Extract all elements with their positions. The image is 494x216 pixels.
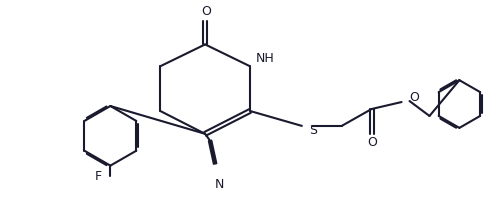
Text: F: F — [95, 170, 102, 183]
Text: O: O — [368, 136, 377, 149]
Text: NH: NH — [255, 52, 274, 65]
Text: S: S — [309, 124, 317, 137]
Text: O: O — [410, 91, 419, 103]
Text: O: O — [201, 5, 211, 18]
Text: N: N — [214, 178, 224, 191]
